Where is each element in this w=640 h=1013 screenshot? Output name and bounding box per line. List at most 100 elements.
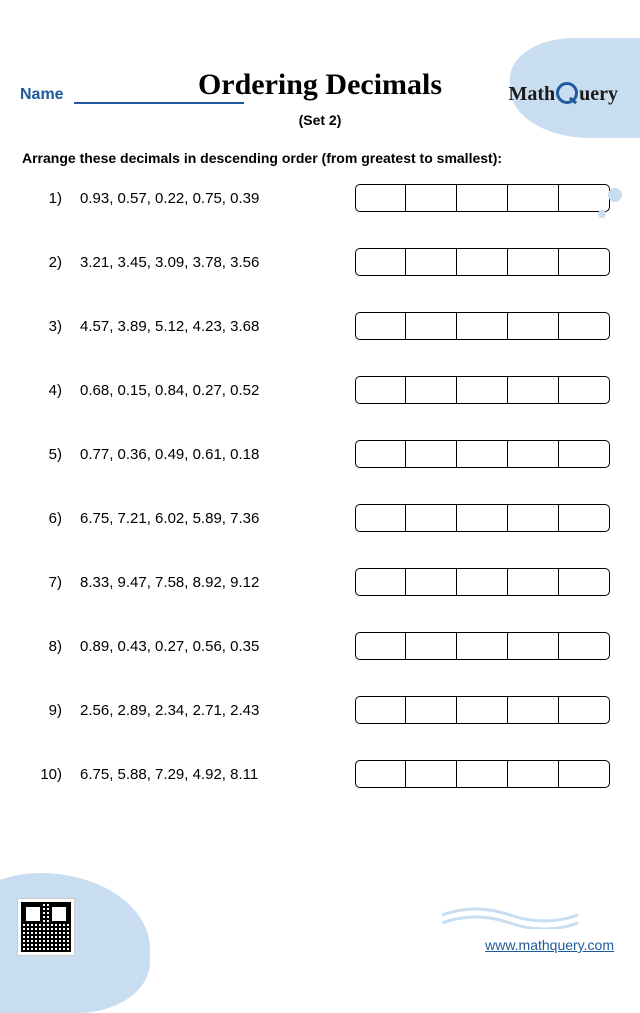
answer-box[interactable] <box>508 440 559 468</box>
answer-box[interactable] <box>508 504 559 532</box>
problem-decimals: 0.77, 0.36, 0.49, 0.61, 0.18 <box>62 446 310 463</box>
problem-number: 10) <box>30 766 62 783</box>
logo-text-left: Math <box>508 83 555 105</box>
qr-code <box>18 899 74 955</box>
answer-box[interactable] <box>457 760 508 788</box>
answer-box[interactable] <box>508 248 559 276</box>
name-input-line[interactable] <box>74 102 244 104</box>
answer-boxes <box>355 760 610 788</box>
problem-row: 2)3.21, 3.45, 3.09, 3.78, 3.56 <box>30 248 610 276</box>
answer-box[interactable] <box>457 568 508 596</box>
answer-box[interactable] <box>355 696 406 724</box>
answer-box[interactable] <box>355 184 406 212</box>
answer-box[interactable] <box>508 312 559 340</box>
problem-number: 7) <box>30 574 62 591</box>
instructions: Arrange these decimals in descending ord… <box>22 150 618 166</box>
name-label: Name <box>20 86 64 103</box>
answer-box[interactable] <box>406 312 457 340</box>
problem-row: 10)6.75, 5.88, 7.29, 4.92, 8.11 <box>30 760 610 788</box>
answer-box[interactable] <box>355 504 406 532</box>
answer-box[interactable] <box>559 248 610 276</box>
problem-number: 9) <box>30 702 62 719</box>
decoration-dot <box>598 210 606 218</box>
answer-box[interactable] <box>457 696 508 724</box>
problem-list: 1)0.93, 0.57, 0.22, 0.75, 0.39 2)3.21, 3.… <box>30 184 610 788</box>
answer-box[interactable] <box>406 184 457 212</box>
answer-box[interactable] <box>355 248 406 276</box>
problem-decimals: 0.68, 0.15, 0.84, 0.27, 0.52 <box>62 382 310 399</box>
answer-box[interactable] <box>406 248 457 276</box>
answer-box[interactable] <box>406 504 457 532</box>
footer-url[interactable]: www.mathquery.com <box>485 937 614 953</box>
answer-box[interactable] <box>559 312 610 340</box>
answer-box[interactable] <box>406 696 457 724</box>
problem-decimals: 2.56, 2.89, 2.34, 2.71, 2.43 <box>62 702 310 719</box>
answer-box[interactable] <box>457 504 508 532</box>
answer-box[interactable] <box>559 568 610 596</box>
answer-box[interactable] <box>355 632 406 660</box>
decoration-swoosh <box>440 901 580 929</box>
problem-decimals: 0.89, 0.43, 0.27, 0.56, 0.35 <box>62 638 310 655</box>
answer-box[interactable] <box>457 248 508 276</box>
answer-boxes <box>355 696 610 724</box>
answer-box[interactable] <box>355 568 406 596</box>
problem-number: 2) <box>30 254 62 271</box>
answer-box[interactable] <box>559 376 610 404</box>
problem-row: 7)8.33, 9.47, 7.58, 8.92, 9.12 <box>30 568 610 596</box>
answer-box[interactable] <box>355 760 406 788</box>
problem-number: 6) <box>30 510 62 527</box>
problem-number: 5) <box>30 446 62 463</box>
answer-boxes <box>355 504 610 532</box>
problem-decimals: 6.75, 5.88, 7.29, 4.92, 8.11 <box>62 766 310 783</box>
problem-decimals: 0.93, 0.57, 0.22, 0.75, 0.39 <box>62 190 310 207</box>
answer-box[interactable] <box>508 184 559 212</box>
answer-box[interactable] <box>355 376 406 404</box>
answer-box[interactable] <box>559 440 610 468</box>
answer-boxes <box>355 568 610 596</box>
problem-number: 3) <box>30 318 62 335</box>
answer-box[interactable] <box>457 376 508 404</box>
answer-boxes <box>355 632 610 660</box>
answer-box[interactable] <box>559 696 610 724</box>
answer-box[interactable] <box>508 696 559 724</box>
answer-box[interactable] <box>355 312 406 340</box>
answer-box[interactable] <box>406 760 457 788</box>
problem-number: 1) <box>30 190 62 207</box>
answer-box[interactable] <box>508 568 559 596</box>
answer-box[interactable] <box>508 376 559 404</box>
answer-box[interactable] <box>559 632 610 660</box>
answer-box[interactable] <box>559 504 610 532</box>
answer-box[interactable] <box>406 632 457 660</box>
answer-box[interactable] <box>457 440 508 468</box>
answer-boxes <box>355 376 610 404</box>
answer-box[interactable] <box>559 184 610 212</box>
logo-q-icon <box>556 82 578 104</box>
answer-box[interactable] <box>508 632 559 660</box>
answer-box[interactable] <box>457 632 508 660</box>
answer-box[interactable] <box>457 184 508 212</box>
problem-row: 4)0.68, 0.15, 0.84, 0.27, 0.52 <box>30 376 610 404</box>
problem-decimals: 3.21, 3.45, 3.09, 3.78, 3.56 <box>62 254 310 271</box>
answer-box[interactable] <box>355 440 406 468</box>
problem-number: 4) <box>30 382 62 399</box>
answer-box[interactable] <box>559 760 610 788</box>
answer-boxes <box>355 312 610 340</box>
problem-number: 8) <box>30 638 62 655</box>
answer-box[interactable] <box>508 760 559 788</box>
problem-decimals: 6.75, 7.21, 6.02, 5.89, 7.36 <box>62 510 310 527</box>
problem-decimals: 4.57, 3.89, 5.12, 4.23, 3.68 <box>62 318 310 335</box>
logo-text-right: uery <box>579 83 618 105</box>
logo: Math uery <box>508 82 618 106</box>
answer-box[interactable] <box>457 312 508 340</box>
problem-row: 6)6.75, 7.21, 6.02, 5.89, 7.36 <box>30 504 610 532</box>
problem-decimals: 8.33, 9.47, 7.58, 8.92, 9.12 <box>62 574 310 591</box>
name-field[interactable]: Name <box>20 86 244 104</box>
answer-boxes <box>355 184 610 212</box>
problem-row: 3)4.57, 3.89, 5.12, 4.23, 3.68 <box>30 312 610 340</box>
answer-box[interactable] <box>406 376 457 404</box>
answer-box[interactable] <box>406 568 457 596</box>
answer-boxes <box>355 440 610 468</box>
problem-row: 9)2.56, 2.89, 2.34, 2.71, 2.43 <box>30 696 610 724</box>
problem-row: 5)0.77, 0.36, 0.49, 0.61, 0.18 <box>30 440 610 468</box>
answer-box[interactable] <box>406 440 457 468</box>
